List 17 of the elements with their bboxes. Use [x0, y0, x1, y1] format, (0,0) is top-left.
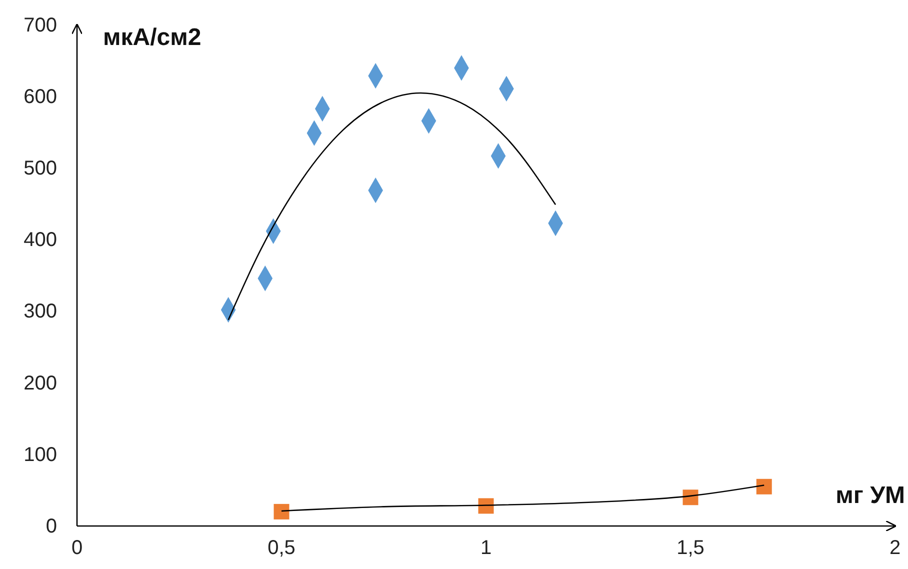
x-tick-label: 0: [71, 537, 83, 560]
point: [274, 504, 290, 520]
y-tick-label: 700: [24, 14, 57, 36]
y-tick-label: 400: [24, 229, 57, 252]
y-axis-title: мкА/см2: [103, 24, 202, 51]
y-tick-label: 200: [24, 372, 57, 394]
x-tick-label: 0,5: [268, 537, 296, 560]
x-tick-label: 1: [480, 537, 492, 560]
x-tick-label: 1,5: [676, 537, 704, 560]
x-tick-label: 2: [889, 537, 901, 560]
y-tick-label: 100: [24, 444, 57, 466]
point: [756, 478, 772, 494]
y-tick-label: 500: [24, 158, 57, 180]
y-tick-label: 0: [46, 515, 57, 538]
x-axis-title: мг УМ: [836, 482, 905, 509]
y-tick-label: 600: [24, 86, 57, 108]
y-tick-label: 300: [24, 300, 57, 323]
